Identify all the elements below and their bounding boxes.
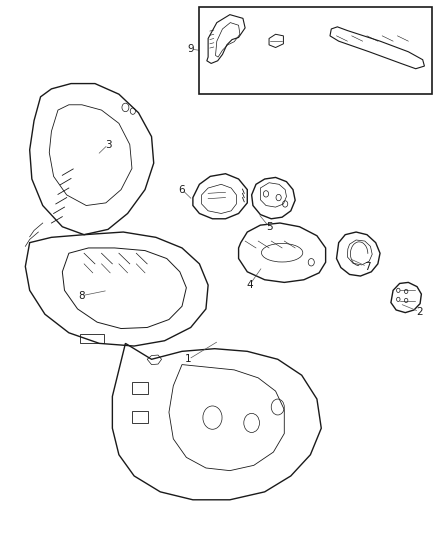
Text: 5: 5 <box>266 222 272 232</box>
Text: 8: 8 <box>78 290 85 301</box>
Text: 2: 2 <box>416 306 423 317</box>
Bar <box>132 382 148 394</box>
Text: 9: 9 <box>187 44 194 54</box>
Bar <box>132 411 148 423</box>
Text: 1: 1 <box>185 354 192 364</box>
Bar <box>80 334 104 343</box>
FancyBboxPatch shape <box>199 7 432 94</box>
Text: 6: 6 <box>179 184 185 195</box>
Text: 7: 7 <box>364 262 370 271</box>
Text: 3: 3 <box>105 140 111 150</box>
Text: 4: 4 <box>246 280 253 290</box>
